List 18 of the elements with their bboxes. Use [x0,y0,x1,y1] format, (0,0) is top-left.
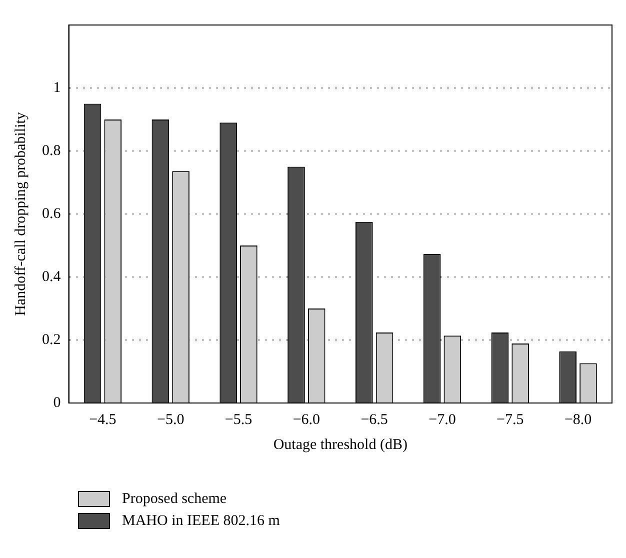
y-tick-label: 0 [53,394,61,411]
x-tick-label: −6.5 [360,412,388,428]
x-tick-label: −5.0 [157,412,184,428]
legend-label: MAHO in IEEE 802.16 m [122,512,280,530]
x-tick-label: −7.5 [496,412,524,428]
legend-label: Proposed scheme [122,490,227,508]
y-tick-label: 0.4 [42,268,62,285]
x-tick-label: −7.0 [428,412,456,428]
x-tick-label: −8.0 [564,412,592,428]
y-tick-label: 0.2 [42,332,61,348]
y-tick-label: 0.6 [42,206,62,222]
y-axis-title: Handoff-call dropping probability [12,112,29,316]
x-tick-label: −6.0 [292,412,320,428]
y-tick-label: 1 [53,80,61,96]
x-tick-label: −5.5 [224,412,252,428]
x-tick-label: −4.5 [89,412,116,428]
y-tick-label: 0.8 [42,142,61,159]
x-axis-title: Outage threshold (dB) [273,436,408,453]
